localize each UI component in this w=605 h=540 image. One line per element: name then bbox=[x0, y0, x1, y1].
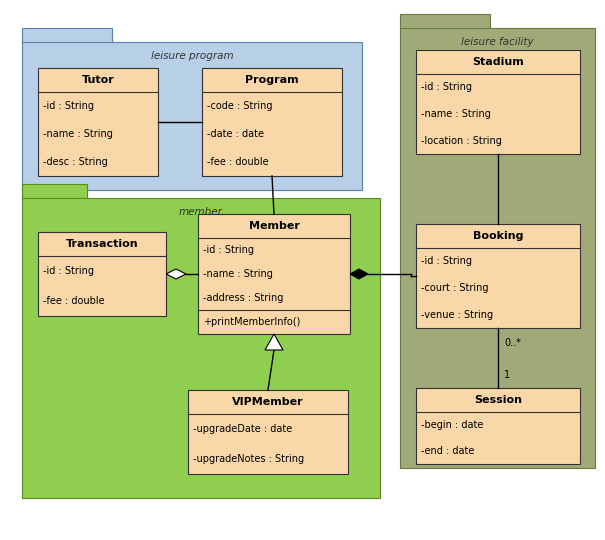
Text: -address : String: -address : String bbox=[203, 293, 283, 303]
Text: -fee : double: -fee : double bbox=[207, 157, 269, 167]
Text: -end : date: -end : date bbox=[421, 446, 474, 456]
Text: -begin : date: -begin : date bbox=[421, 420, 483, 430]
Text: -id : String: -id : String bbox=[421, 82, 472, 92]
Text: -id : String: -id : String bbox=[421, 256, 472, 266]
Text: Program: Program bbox=[245, 75, 299, 85]
Text: Tutor: Tutor bbox=[82, 75, 114, 85]
Text: -date : date: -date : date bbox=[207, 129, 264, 139]
Text: -name : String: -name : String bbox=[421, 109, 491, 119]
Text: -upgradeDate : date: -upgradeDate : date bbox=[193, 424, 292, 434]
Text: -name : String: -name : String bbox=[43, 129, 113, 139]
Bar bbox=[400, 28, 595, 468]
Text: 0..*: 0..* bbox=[504, 338, 521, 348]
Text: -id : String: -id : String bbox=[43, 266, 94, 276]
Bar bbox=[22, 42, 362, 190]
Text: member: member bbox=[179, 207, 223, 217]
Polygon shape bbox=[265, 334, 283, 350]
Text: leisure program: leisure program bbox=[151, 51, 234, 61]
Text: -id : String: -id : String bbox=[203, 245, 254, 255]
Text: -name : String: -name : String bbox=[203, 269, 273, 279]
Text: Booking: Booking bbox=[473, 231, 523, 241]
Text: -id : String: -id : String bbox=[43, 101, 94, 111]
Text: VIPMember: VIPMember bbox=[232, 397, 304, 407]
Bar bbox=[202, 68, 342, 176]
Polygon shape bbox=[350, 269, 368, 279]
Text: Transaction: Transaction bbox=[66, 239, 139, 249]
Text: -fee : double: -fee : double bbox=[43, 296, 105, 306]
Bar bbox=[22, 198, 380, 498]
Bar bbox=[416, 50, 580, 154]
Bar bbox=[416, 224, 580, 328]
Text: -upgradeNotes : String: -upgradeNotes : String bbox=[193, 454, 304, 464]
Bar bbox=[22, 28, 112, 44]
Bar bbox=[38, 68, 158, 176]
Bar bbox=[22, 184, 87, 200]
Bar bbox=[400, 14, 490, 30]
Bar bbox=[38, 232, 166, 316]
Text: Stadium: Stadium bbox=[472, 57, 524, 67]
Text: -court : String: -court : String bbox=[421, 283, 488, 293]
Text: -code : String: -code : String bbox=[207, 101, 272, 111]
Bar bbox=[188, 390, 348, 474]
Text: -desc : String: -desc : String bbox=[43, 157, 108, 167]
Bar bbox=[416, 388, 580, 464]
Bar bbox=[198, 214, 350, 334]
Text: Member: Member bbox=[249, 221, 299, 231]
Text: +printMemberInfo(): +printMemberInfo() bbox=[203, 317, 300, 327]
Text: 1: 1 bbox=[504, 370, 510, 380]
Text: Session: Session bbox=[474, 395, 522, 405]
Polygon shape bbox=[166, 269, 186, 279]
Text: -venue : String: -venue : String bbox=[421, 309, 493, 320]
Text: leisure facility: leisure facility bbox=[461, 37, 534, 47]
Text: -location : String: -location : String bbox=[421, 136, 502, 146]
